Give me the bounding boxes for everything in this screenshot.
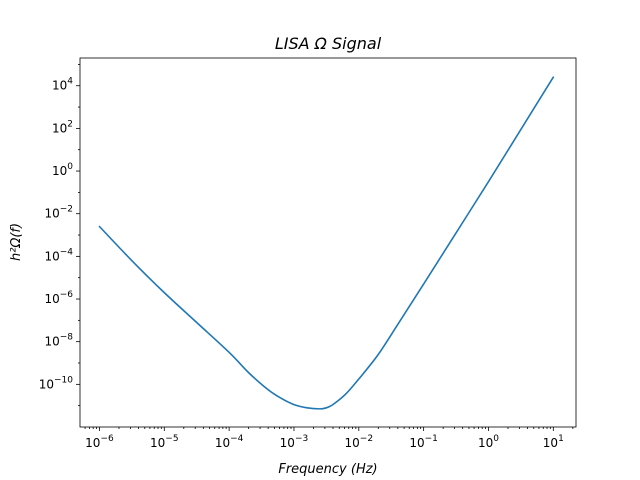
x-tick-label: 10−2 [345,434,374,450]
y-axis: 10−10 10−8 10−6 10−4 10−2 100 102 104 [39,63,80,407]
y-tick-label: 100 [52,162,73,178]
y-tick-label: 10−2 [44,205,73,221]
x-tick-label: 100 [478,434,499,450]
x-axis: 10−6 10−5 10−4 10−3 10−2 10−1 100 101 [84,427,574,450]
y-axis-label: h²Ω(f) [9,223,24,261]
y-tick-label: 102 [52,119,73,135]
y-tick-label: 10−6 [44,290,73,306]
x-axis-label: Frequency (Hz) [278,462,377,477]
x-tick-label: 10−1 [409,434,438,450]
x-tick-label: 101 [543,434,564,450]
y-tick-label: 10−10 [39,375,74,391]
x-tick-label: 10−6 [85,434,114,450]
x-tick-label: 10−5 [150,434,179,450]
series-line [98,76,555,410]
x-tick-label: 10−4 [215,434,244,450]
y-tick-label: 104 [52,77,73,93]
y-tick-label: 10−4 [44,247,73,263]
y-tick-label: 10−8 [44,333,73,349]
series-group [98,76,555,410]
plot-area [79,57,577,428]
chart-title: LISA Ω Signal [275,34,382,53]
x-tick-label: 10−3 [280,434,309,450]
